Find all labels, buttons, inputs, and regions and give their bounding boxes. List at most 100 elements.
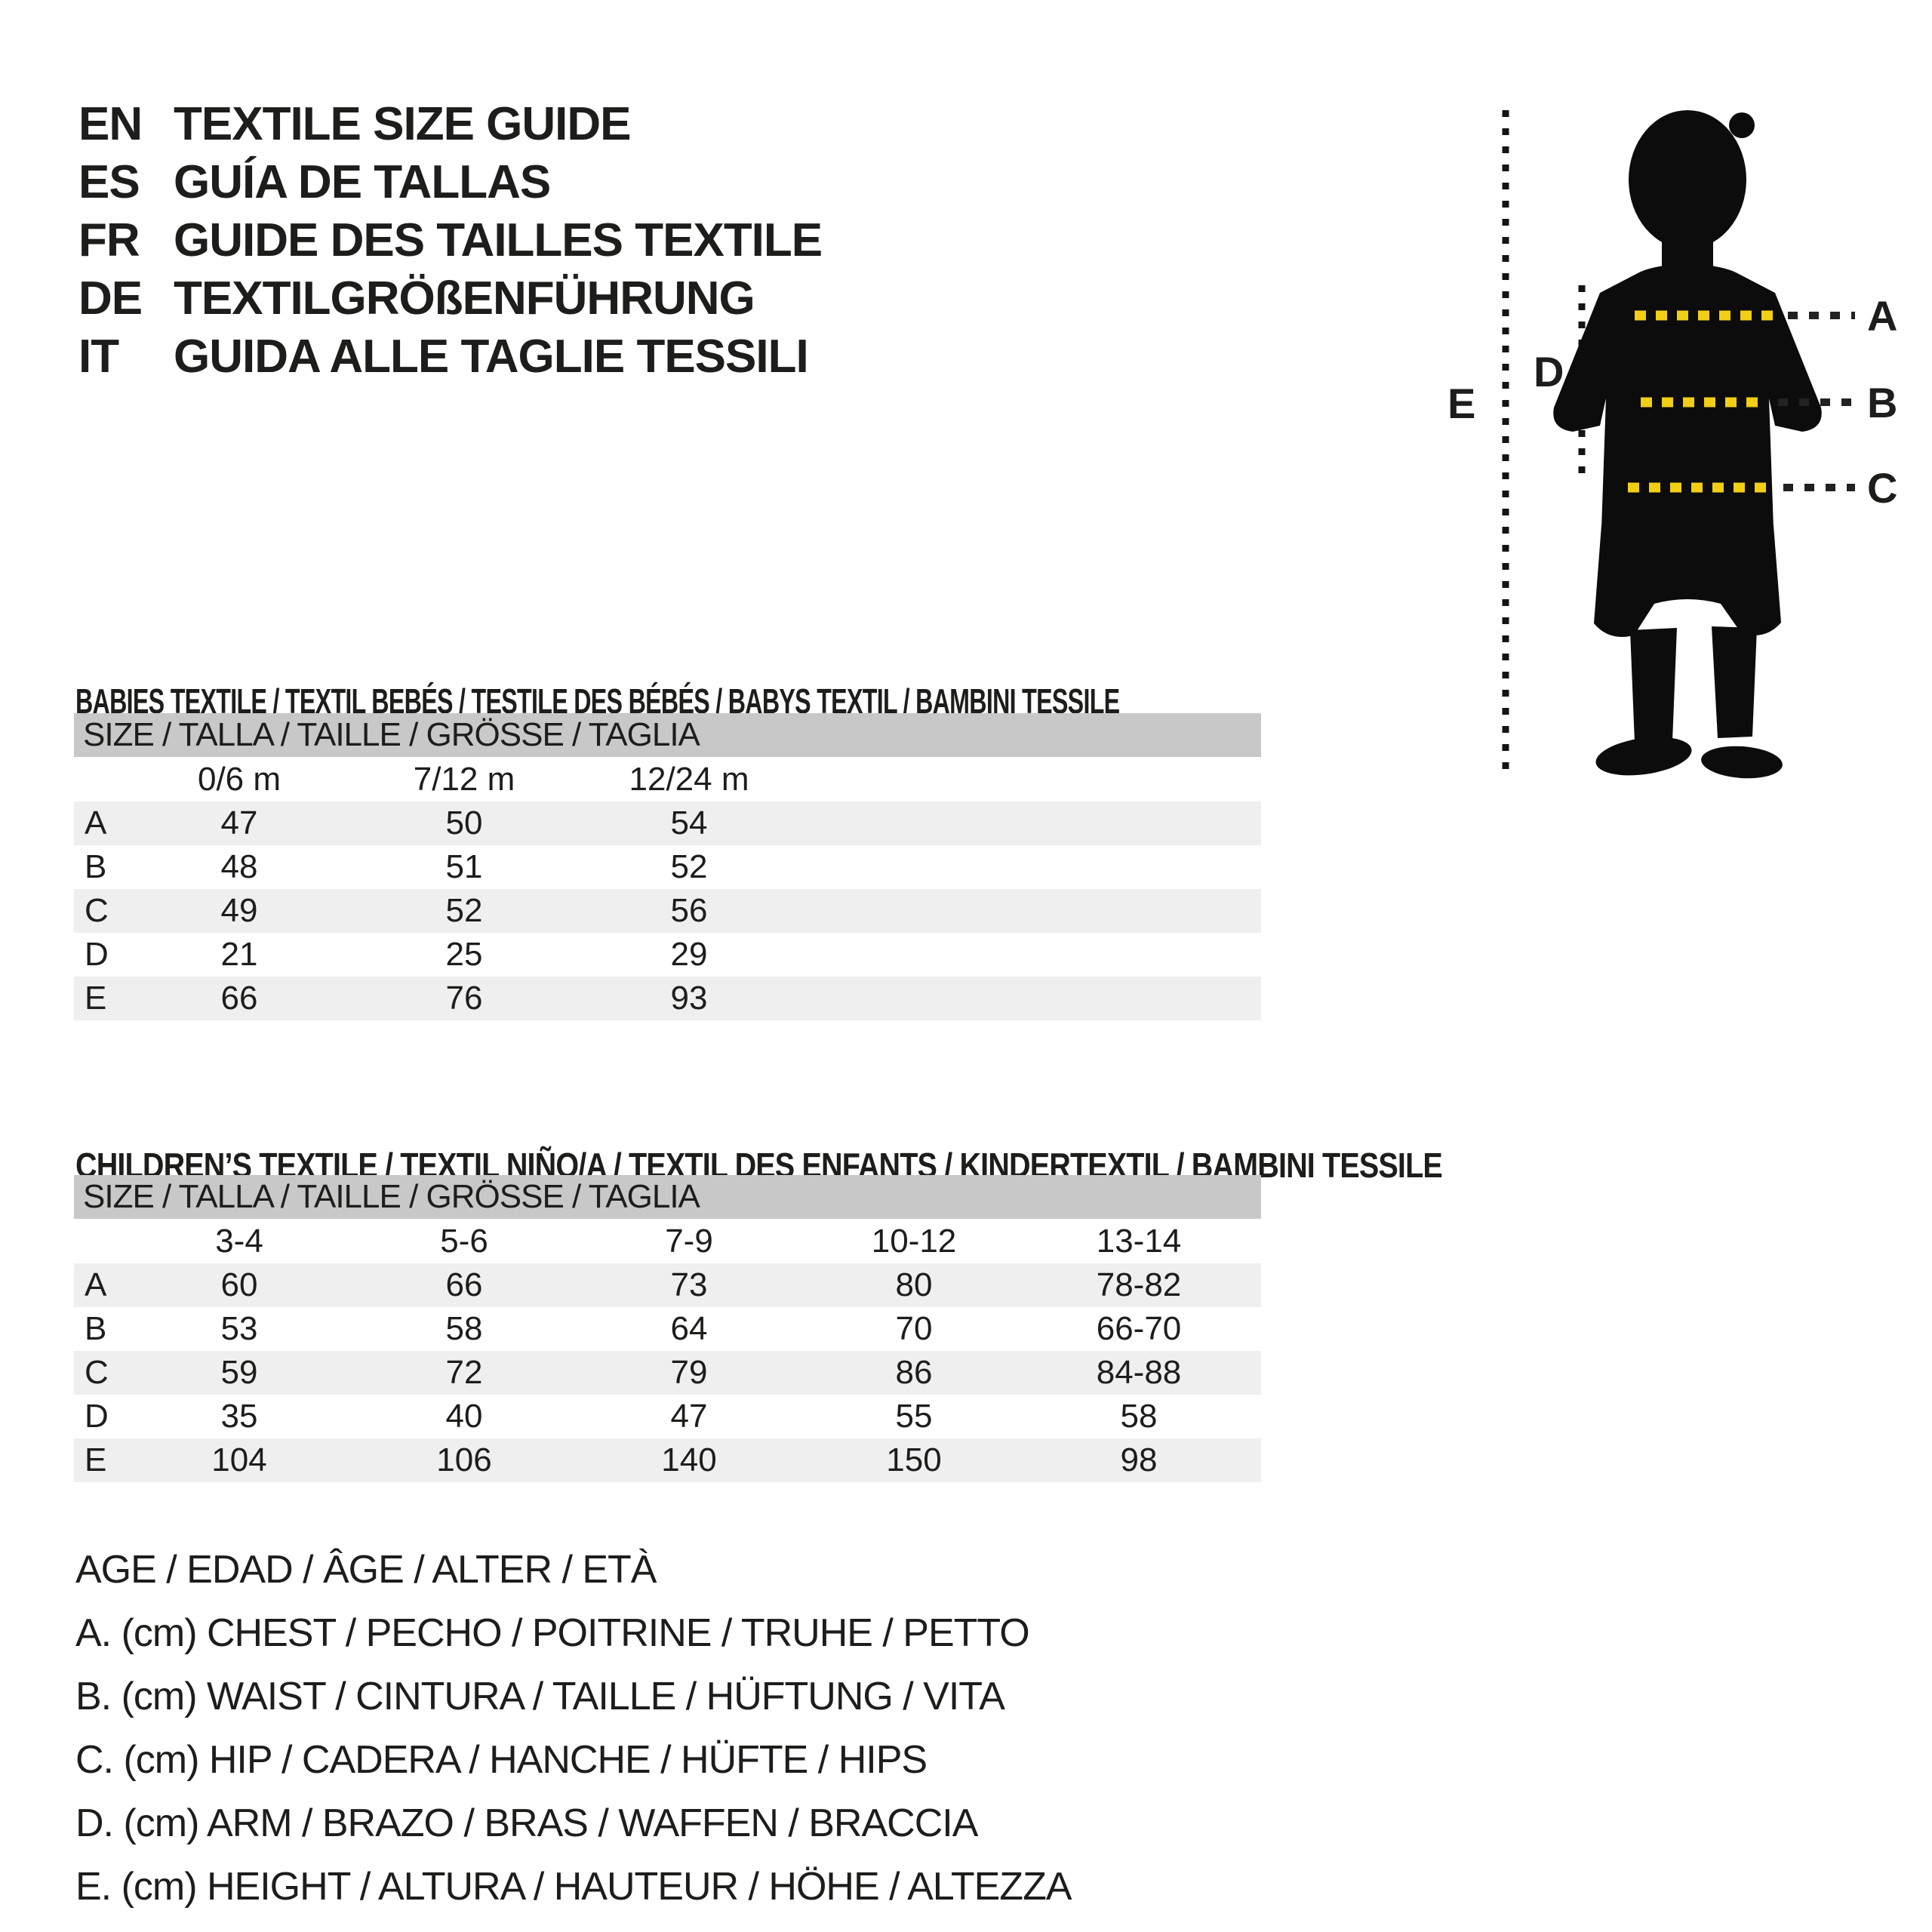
value-cell: 21 xyxy=(220,936,258,973)
language-row: FR GUIDE DES TAILLES TEXTILE xyxy=(78,214,823,274)
table-column-header-row: 3-4 5-6 7-9 10-12 13-14 xyxy=(74,1219,1261,1263)
value-cell: 80 xyxy=(895,1266,933,1303)
size-header-bar: SIZE / TALLA / TAILLE / GRÖSSE / TAGLIA xyxy=(74,713,1261,757)
size-header-text: SIZE / TALLA / TAILLE / GRÖSSE / TAGLIA xyxy=(83,1178,700,1215)
value-cell: 84-88 xyxy=(1096,1354,1182,1391)
value-cell: 104 xyxy=(211,1441,267,1478)
children-size-table: SIZE / TALLA / TAILLE / GRÖSSE / TAGLIA … xyxy=(74,1175,1261,1482)
row-label: C xyxy=(85,1354,109,1391)
babies-table-rows: 0/6 m 7/12 m 12/24 m A 47 50 54 B 48 51 52 C 49 52… xyxy=(74,757,1261,1020)
table-column-header-row: 0/6 m 7/12 m 12/24 m xyxy=(74,757,1261,801)
column-header: 5-6 xyxy=(440,1222,488,1260)
language-row: ES GUÍA DE TALLAS xyxy=(78,158,822,216)
row-label: D xyxy=(85,1398,109,1435)
figure-label-e: E xyxy=(1447,380,1475,427)
language-title-list: EN TEXTILE SIZE GUIDE ES GUÍA DE TALLAS … xyxy=(78,100,823,390)
column-header: 10-12 xyxy=(871,1222,957,1260)
language-title: TEXTILGRÖßENFÜHRUNG xyxy=(174,272,755,325)
value-cell: 58 xyxy=(1120,1398,1158,1435)
value-cell: 93 xyxy=(670,980,708,1017)
value-cell: 66 xyxy=(445,1266,483,1303)
value-cell: 66-70 xyxy=(1096,1310,1182,1347)
value-cell: 25 xyxy=(445,936,483,973)
value-cell: 58 xyxy=(445,1310,483,1347)
figure-label-d: D xyxy=(1534,348,1564,395)
value-cell: 54 xyxy=(670,804,708,841)
value-cell: 47 xyxy=(670,1398,708,1435)
column-header: 3-4 xyxy=(215,1222,263,1260)
value-cell: 73 xyxy=(670,1266,708,1303)
table-row: A 47 50 54 xyxy=(74,801,1261,845)
value-cell: 98 xyxy=(1120,1441,1158,1478)
value-cell: 78-82 xyxy=(1096,1266,1182,1303)
row-label: A xyxy=(85,804,107,841)
value-cell: 50 xyxy=(445,804,483,841)
table-row: B 53 58 64 70 66-70 xyxy=(74,1307,1261,1351)
column-header: 0/6 m xyxy=(197,760,281,798)
value-cell: 48 xyxy=(220,848,258,885)
row-label: D xyxy=(85,936,109,973)
language-title: GUIDE DES TAILLES TEXTILE xyxy=(174,214,823,266)
row-label: A xyxy=(85,1266,107,1303)
column-header: 12/24 m xyxy=(629,760,749,798)
value-cell: 56 xyxy=(670,892,708,929)
legend-row: D. (cm) ARM / BRAZO / BRAS / WAFFEN / BR… xyxy=(75,1801,978,1845)
table-row: C 49 52 56 xyxy=(74,889,1261,933)
value-cell: 47 xyxy=(220,804,258,841)
row-label: E xyxy=(85,980,107,1017)
children-table-rows: 3-4 5-6 7-9 10-12 13-14 A 60 66 73 80 78-82 B 53 58… xyxy=(74,1219,1261,1482)
table-row: E 104 106 140 150 98 xyxy=(74,1438,1261,1482)
legend-row: E. (cm) HEIGHT / ALTURA / HAUTEUR / HÖHE… xyxy=(75,1865,1072,1909)
legend-row: B. (cm) WAIST / CINTURA / TAILLE / HÜFTU… xyxy=(75,1675,1005,1718)
legend-row: A. (cm) CHEST / PECHO / POITRINE / TRUHE… xyxy=(75,1611,1030,1655)
value-cell: 60 xyxy=(220,1266,258,1303)
language-row: DE TEXTILGRÖßENFÜHRUNG xyxy=(78,274,822,332)
size-header-bar: SIZE / TALLA / TAILLE / GRÖSSE / TAGLIA xyxy=(74,1175,1261,1219)
table-row: A 60 66 73 80 78-82 xyxy=(74,1263,1261,1307)
value-cell: 40 xyxy=(445,1398,483,1435)
value-cell: 106 xyxy=(436,1441,492,1478)
row-label: B xyxy=(85,1310,107,1347)
language-code: EN xyxy=(78,98,143,150)
value-cell: 53 xyxy=(220,1310,258,1347)
legend-row: C. (cm) HIP / CADERA / HANCHE / HÜFTE / … xyxy=(75,1738,928,1782)
value-cell: 72 xyxy=(445,1354,483,1391)
value-cell: 55 xyxy=(895,1398,933,1435)
row-label: E xyxy=(85,1441,107,1478)
table-row: E 66 76 93 xyxy=(74,977,1261,1020)
language-code: DE xyxy=(78,272,143,325)
value-cell: 29 xyxy=(670,936,708,973)
value-cell: 140 xyxy=(661,1441,717,1478)
value-cell: 70 xyxy=(895,1310,933,1347)
language-title: TEXTILE SIZE GUIDE xyxy=(174,98,632,150)
figure-label-a: A xyxy=(1867,292,1897,340)
language-row: EN TEXTILE SIZE GUIDE xyxy=(78,100,822,158)
language-code: IT xyxy=(78,331,119,383)
language-code: FR xyxy=(78,214,140,266)
measurement-figure: A B C D E xyxy=(1404,91,1932,792)
language-row: IT GUIDA ALLE TAGLIE TESSILI xyxy=(78,332,822,390)
value-cell: 52 xyxy=(445,892,483,929)
column-header: 7/12 m xyxy=(413,760,515,798)
table-row: B 48 51 52 xyxy=(74,845,1261,889)
figure-label-b: B xyxy=(1867,379,1897,426)
value-cell: 64 xyxy=(670,1310,708,1347)
figure-label-c: C xyxy=(1867,464,1897,512)
language-code: ES xyxy=(78,156,140,208)
measurement-legend: AGE / EDAD / ÂGE / ALTER / ETÀ A. (cm) CH… xyxy=(75,1547,1072,1927)
value-cell: 150 xyxy=(886,1441,942,1478)
value-cell: 86 xyxy=(895,1354,933,1391)
table-row: D 21 25 29 xyxy=(74,933,1261,977)
value-cell: 49 xyxy=(220,892,258,929)
language-title: GUIDA ALLE TAGLIE TESSILI xyxy=(174,331,809,383)
value-cell: 35 xyxy=(220,1398,258,1435)
row-label: C xyxy=(85,892,109,929)
table-row: D 35 40 47 55 58 xyxy=(74,1395,1261,1438)
language-title: GUÍA DE TALLAS xyxy=(174,156,551,208)
babies-size-table: SIZE / TALLA / TAILLE / GRÖSSE / TAGLIA … xyxy=(74,713,1261,1020)
value-cell: 66 xyxy=(220,980,258,1017)
child-silhouette-diagram: A B C D E xyxy=(1447,110,1897,779)
table-row: C 59 72 79 86 84-88 xyxy=(74,1351,1261,1395)
column-header: 13-14 xyxy=(1096,1222,1182,1260)
value-cell: 59 xyxy=(220,1354,258,1391)
